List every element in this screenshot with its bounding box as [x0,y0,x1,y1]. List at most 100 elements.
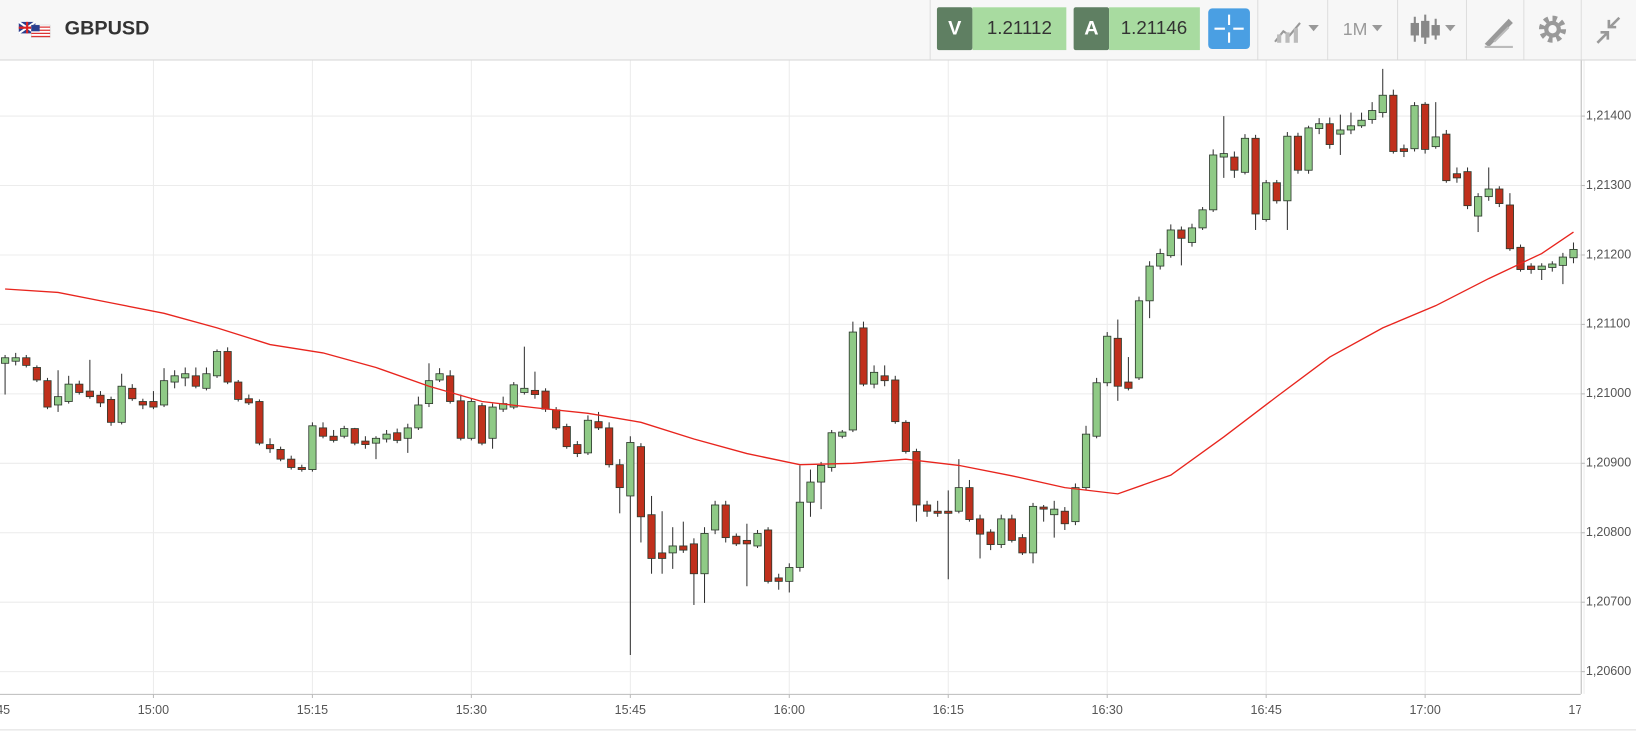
candle-body [1103,335,1112,384]
candle-body [626,442,635,497]
candle-body [138,401,147,406]
candle-body [1336,129,1345,135]
candle-body [265,444,275,450]
crosshair-button[interactable] [1208,8,1250,50]
candle-body [117,385,126,423]
x-tick-label: 15:15 [297,703,328,717]
candle-body [1018,537,1027,554]
candle-body [774,577,783,582]
indicator-button[interactable] [1274,22,1319,43]
candle-body [149,401,158,408]
candle-body [308,425,317,470]
candle-body [605,427,614,466]
candle-body [541,390,550,410]
moving-average-line [5,231,1574,495]
plot-area [1,68,1578,655]
settings-button[interactable] [1538,15,1567,43]
candle-body [329,435,338,441]
candle-body [1198,209,1207,229]
candle-body [1569,248,1578,259]
candle-body [901,421,910,452]
candle-body [562,426,571,448]
candle-body [1092,382,1101,437]
candle-body [912,451,921,506]
candle-body [1537,265,1546,270]
candle-body [159,380,169,406]
candle-body [880,375,889,382]
y-tick-label: 1,20700 [1586,595,1631,609]
candle-body [1548,263,1557,268]
candle-body [870,371,879,385]
candle-body [785,567,794,582]
y-tick-label: 1,21000 [1586,386,1631,400]
candle-body [594,421,603,429]
candle-body [1399,148,1409,152]
candle-body [1484,188,1493,198]
candle-body [1,357,10,364]
candle-body [1081,433,1091,489]
candle-body [244,398,253,404]
candle-body [1060,510,1069,525]
candle-body [1156,253,1165,267]
x-axis: 14:45 15:00 15:15 15:30 15:45 16:00 16:15 16:30… [0,693,1599,717]
candle-body [1293,135,1303,171]
sell-price: 1.21112 [987,17,1052,38]
candle-body [689,543,698,575]
candle-body [1039,506,1048,510]
candle-body [1389,94,1398,152]
candle-body [732,535,741,545]
candle-body [817,464,826,483]
candle-body [297,467,306,470]
candle-body [467,401,476,439]
candle-body [827,432,836,468]
candle-body [1431,136,1440,148]
candle-body [615,464,624,489]
collapse-button[interactable] [1596,16,1621,44]
candle-body [711,504,720,531]
sell-button[interactable]: V 1.21112 [936,7,1067,51]
draw-button[interactable] [1484,18,1513,48]
y-tick-label: 1,21300 [1586,178,1631,192]
candle-body [212,351,222,377]
timeframe-button[interactable]: 1M [1343,19,1383,39]
candle-body [43,380,52,408]
candle-body [965,487,974,520]
candle-body [255,401,264,444]
candle-body [85,390,94,398]
candle-body [361,440,370,445]
candle-body [700,533,709,575]
candle-body [456,400,465,439]
candle-body [393,432,402,441]
candle-body [170,375,179,383]
x-tick-label: 14:45 [0,703,10,717]
candle-body [1378,94,1387,114]
candle-body [1410,105,1419,150]
candle-body [530,389,540,395]
candle-body [424,380,434,405]
candle-body [1452,173,1461,179]
candle-body [1050,508,1059,516]
candle-body [202,373,211,389]
candle-body [1028,505,1038,554]
candle-body [1368,110,1377,120]
candle-body [276,449,285,460]
buy-label: A [1084,17,1098,39]
symbol: GBPUSD [65,17,150,39]
candle-body [838,431,847,437]
y-tick-label: 1,20900 [1586,456,1631,470]
candle-body [54,396,63,406]
candle-body [753,533,762,547]
candle-body [446,375,455,402]
candle-body [668,545,677,554]
x-tick-label: 16:00 [774,703,805,717]
candle-body [435,373,444,381]
x-tick-label: 17:15 [1568,703,1599,717]
chart-type-button[interactable] [1410,14,1456,44]
y-tick-label: 1,20600 [1586,664,1631,678]
y-tick-label: 1,20800 [1586,525,1631,539]
buy-button[interactable]: A 1.21146 [1073,7,1200,51]
candle-body [64,383,73,402]
candle-body [1124,381,1133,389]
x-tick-label: 15:00 [138,703,169,717]
candle-body [806,481,815,503]
